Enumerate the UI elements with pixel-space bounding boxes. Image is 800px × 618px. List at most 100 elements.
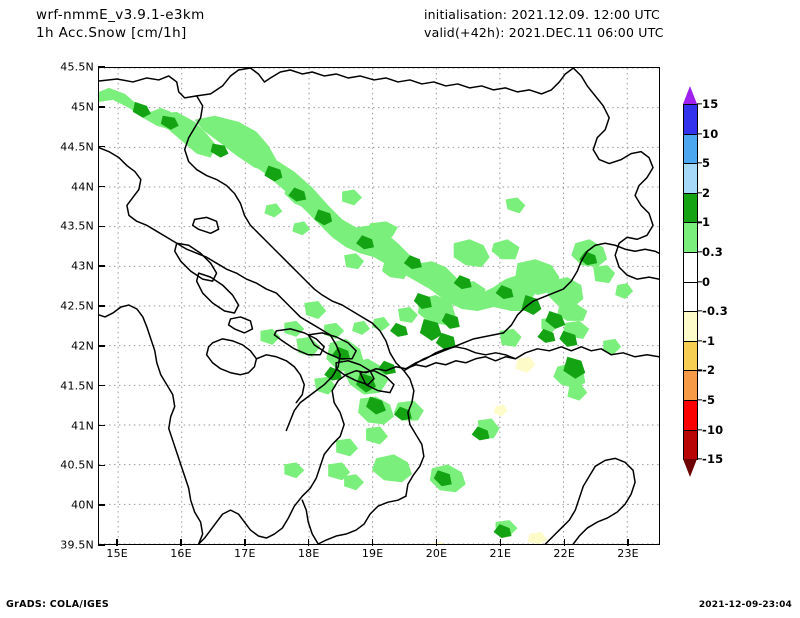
latitude-axis-ticks: [98, 66, 106, 546]
colorbar[interactable]: [683, 86, 698, 534]
colorbar-segment[interactable]: [683, 370, 698, 402]
latitude-tick: [98, 544, 105, 546]
longitude-label: 19E: [361, 547, 384, 560]
latitude-tick: [98, 424, 105, 427]
longitude-axis-labels: 15E 16E 17E 18E 19E 20E 21E 22E 23E: [98, 547, 660, 567]
colorbar-segment[interactable]: [683, 222, 698, 254]
colorbar-segment[interactable]: [683, 340, 698, 372]
latitude-tick: [98, 305, 105, 307]
longitude-tick: [371, 539, 374, 546]
longitude-label: 23E: [617, 547, 639, 560]
colorbar-tick-mark: [697, 369, 702, 372]
colorbar-segment[interactable]: [683, 192, 698, 224]
colorbar-tick-mark: [697, 340, 702, 342]
longitude-axis-ticks: [98, 538, 660, 546]
latitude-label: 43.5N: [60, 219, 94, 233]
colorbar-tick-label: -2: [702, 363, 716, 378]
valid-value: 2021.DEC.11 06:00 UTC: [508, 25, 664, 40]
latitude-tick: [98, 66, 105, 68]
longitude-label: 15E: [106, 547, 128, 560]
colorbar-tick-label: -1: [702, 333, 716, 348]
colorbar-tick-mark: [697, 458, 702, 460]
latitude-tick: [98, 464, 105, 467]
field-title: 1h Acc.Snow [cm/1h]: [36, 25, 187, 41]
colorbar-segment[interactable]: [683, 163, 698, 194]
longitude-label: 22E: [553, 547, 575, 560]
colorbar-overflow-low[interactable]: [683, 459, 697, 478]
latitude-tick: [98, 384, 105, 387]
latitude-label: 45.5N: [60, 60, 94, 74]
latitude-label: 44.5N: [60, 140, 94, 154]
longitude-label: 18E: [297, 547, 320, 560]
latitude-tick: [98, 345, 105, 347]
latitude-label: 40N: [71, 498, 94, 512]
colorbar-tick-label: 15: [702, 97, 719, 111]
longitude-tick: [308, 539, 310, 546]
latitude-axis-labels: 39.5N 40N 40.5N 41N 41.5N 42N 42.5N 43N 43.5N 44N…: [20, 61, 94, 552]
latitude-label: 42.5N: [60, 299, 94, 313]
initialisation-line: initialisation: 2021.12.09. 12:00 UTC: [424, 6, 664, 24]
longitude-tick: [627, 539, 629, 546]
latitude-label: 39.5N: [60, 538, 94, 552]
colorbar-segment[interactable]: [683, 104, 698, 135]
colorbar-tick-label: 10: [702, 126, 719, 141]
colorbar-tick-label: -0.3: [702, 304, 728, 319]
colorbar-tick-label: -15: [702, 452, 724, 467]
colorbar-tick-label: 5: [702, 156, 711, 171]
header-right: initialisation: 2021.12.09. 12:00 UTC va…: [424, 6, 664, 42]
render-timestamp: 2021-12-09-23:04: [698, 600, 792, 610]
latitude-tick: [98, 265, 105, 267]
colorbar-tick-label: 1: [702, 215, 711, 230]
valid-label: valid(+42h):: [424, 25, 505, 40]
latitude-label: 45N: [71, 100, 94, 114]
colorbar-tick-mark: [697, 280, 702, 283]
longitude-tick: [180, 539, 182, 546]
colorbar-tick-mark: [697, 310, 702, 312]
colorbar-segment[interactable]: [683, 252, 698, 283]
latitude-label: 43N: [71, 259, 94, 273]
colorbar-tick-mark: [697, 162, 702, 164]
longitude-tick: [435, 539, 438, 546]
colorbar-tick-label: 0.3: [702, 245, 723, 259]
map-canvas: [99, 68, 659, 544]
colorbar-segment[interactable]: [683, 311, 698, 342]
longitude-tick: [116, 539, 118, 546]
colorbar-tick-label: 0: [702, 274, 711, 289]
model-title: wrf-nmmE_v3.9.1-e3km: [36, 7, 205, 23]
header-left: wrf-nmmE_v3.9.1-e3km 1h Acc.Snow [cm/1h]: [36, 6, 205, 42]
initialisation-value: 2021.12.09. 12:00 UTC: [511, 7, 660, 22]
longitude-tick: [244, 539, 246, 546]
longitude-label: 20E: [425, 547, 448, 560]
latitude-tick: [98, 185, 105, 188]
colorbar-tick-mark: [697, 399, 702, 401]
colorbar-tick-mark: [697, 428, 702, 431]
coastlines-and-borders: [99, 68, 659, 544]
longitude-label: 16E: [170, 547, 192, 560]
latitude-tick: [98, 225, 105, 228]
latitude-tick: [98, 106, 105, 108]
colorbar-segment[interactable]: [683, 281, 698, 313]
colorbar-segment[interactable]: [683, 429, 698, 461]
map-plot-area: [98, 67, 660, 545]
colorbar-segment[interactable]: [683, 133, 698, 165]
latitude-label: 40.5N: [60, 458, 94, 472]
longitude-tick: [499, 539, 502, 546]
latitude-label: 41.5N: [60, 379, 94, 393]
latitude-tick: [98, 504, 105, 506]
colorbar-overflow-high[interactable]: [683, 86, 697, 104]
colorbar-tick-label: 2: [702, 185, 711, 200]
longitude-tick: [563, 539, 565, 546]
latitude-label: 41N: [71, 419, 94, 432]
latitude-label: 42N: [71, 339, 94, 353]
colorbar-tick-mark: [697, 103, 702, 105]
longitude-label: 17E: [234, 547, 256, 560]
colorbar-tick-mark: [697, 192, 702, 194]
colorbar-segment[interactable]: [683, 400, 698, 431]
latitude-tick: [98, 145, 105, 148]
colorbar-tick-mark: [697, 221, 702, 224]
colorbar-tick-mark: [697, 251, 702, 253]
longitude-label: 21E: [489, 547, 512, 560]
latitude-label: 44N: [71, 180, 94, 193]
snow-band-light: [99, 87, 634, 537]
initialisation-label: initialisation:: [424, 7, 508, 22]
